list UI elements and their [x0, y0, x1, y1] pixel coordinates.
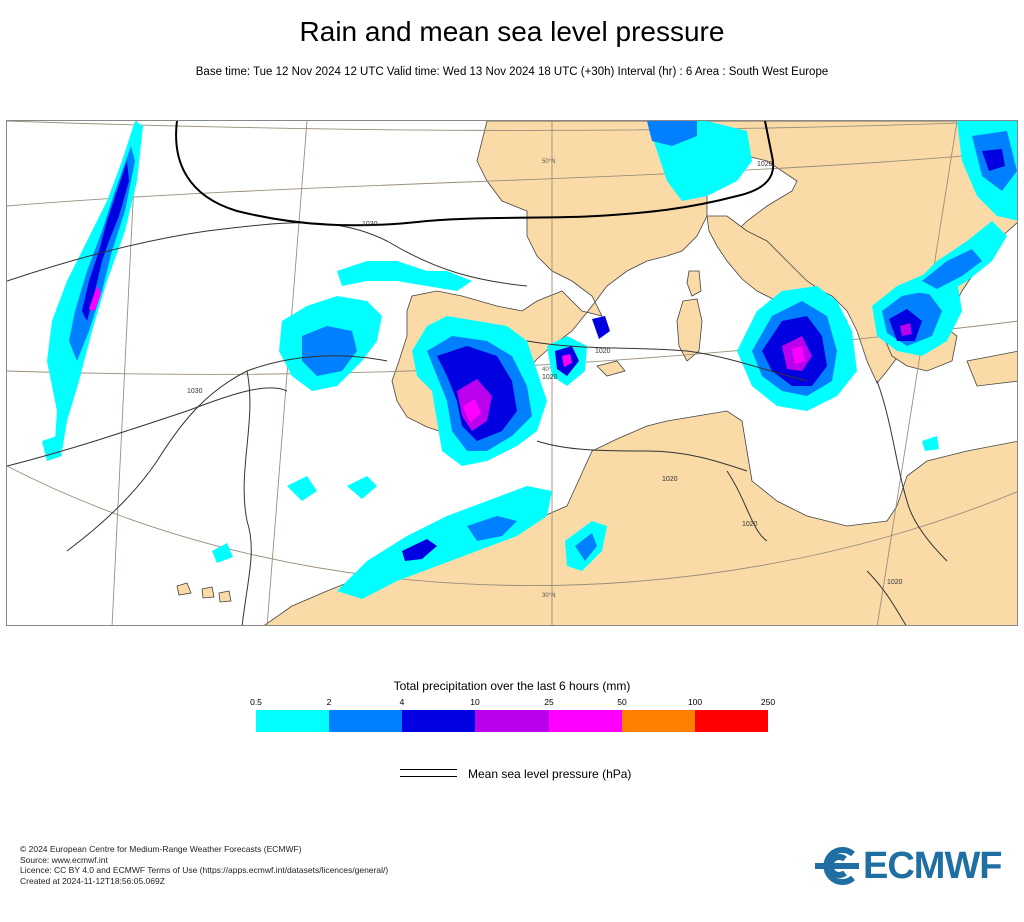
colorbar-ticks: 0.5 2 4 10 25 50 100 250 — [250, 697, 775, 709]
grid-label-40n: 40°N — [542, 367, 555, 373]
precipitation-legend-title: Total precipitation over the last 6 hour… — [393, 679, 631, 693]
precipitation — [42, 121, 1017, 599]
colorbar-tick: 100 — [687, 697, 703, 707]
grid-label-30n: 30°N — [542, 593, 555, 599]
footer-copyright: © 2024 European Centre for Medium-Range … — [20, 844, 302, 854]
colorbar-tick: 250 — [760, 697, 776, 707]
footer-source: Source: www.ecmwf.int — [20, 854, 108, 865]
isobar-label: 1030 — [362, 221, 378, 228]
land-turkey — [966, 350, 1017, 387]
colorbar-bin — [475, 710, 549, 732]
land-africa — [264, 410, 1017, 625]
isobar-label: 1030 — [187, 388, 203, 395]
ecmwf-logo: ECMWF — [813, 846, 1008, 886]
chart-title: Rain and mean sea level pressure — [299, 16, 725, 47]
mslp-legend-label: Mean sea level pressure (hPa) — [468, 767, 632, 781]
isobars — [7, 222, 948, 625]
isobar-label: 1020 — [662, 476, 678, 483]
grid-label-50n: 50°N — [542, 159, 555, 165]
isobar-label: 1020 — [887, 579, 903, 586]
colorbar-bin — [402, 710, 476, 732]
mslp-line-swatch — [400, 769, 457, 777]
chart-subtitle: Base time: Tue 12 Nov 2024 12 UTC Valid … — [195, 66, 829, 78]
isobar-label: 1020 — [595, 348, 611, 355]
colorbar-bin — [329, 710, 403, 732]
isobar-1030 — [175, 121, 775, 227]
colorbar-bin — [694, 710, 768, 732]
land-canaries — [176, 582, 232, 603]
colorbar-tick: 0.5 — [250, 697, 262, 707]
land-corsica — [686, 270, 702, 297]
grid-labels: 50°N 40°N 30°N — [542, 159, 555, 599]
isobar-label: 1020 — [742, 521, 758, 528]
precipitation-colorbar — [256, 710, 768, 732]
land-balearics — [596, 360, 626, 377]
ecmwf-logo-icon — [815, 847, 859, 885]
colorbar-tick: 4 — [399, 697, 405, 707]
isobar-label: 1020 — [542, 374, 558, 381]
land-europe — [391, 121, 1017, 432]
colorbar-tick: 10 — [470, 697, 480, 707]
colorbar-bin — [621, 710, 695, 732]
land-sardinia — [676, 298, 703, 362]
isobar-label: 1020 — [757, 161, 773, 168]
precipitation-map: 50°N 40°N 30°N — [6, 120, 1018, 626]
isobar-labels: 1030 1030 1020 1020 1020 1020 1020 1020 — [187, 161, 903, 586]
colorbar-tick: 50 — [617, 697, 627, 707]
colorbar-bin — [548, 710, 622, 732]
colorbar-tick: 2 — [326, 697, 332, 707]
colorbar-bin — [256, 710, 330, 732]
footer-licence: Licence: CC BY 4.0 and ECMWF Terms of Us… — [20, 865, 389, 875]
footer-created: Created at 2024-11-12T18:56:05.069Z — [20, 875, 165, 886]
ecmwf-logo-text: ECMWF — [863, 845, 1003, 887]
footer-credits: © 2024 European Centre for Medium-Range … — [20, 844, 388, 886]
colorbar-tick: 25 — [544, 697, 554, 707]
